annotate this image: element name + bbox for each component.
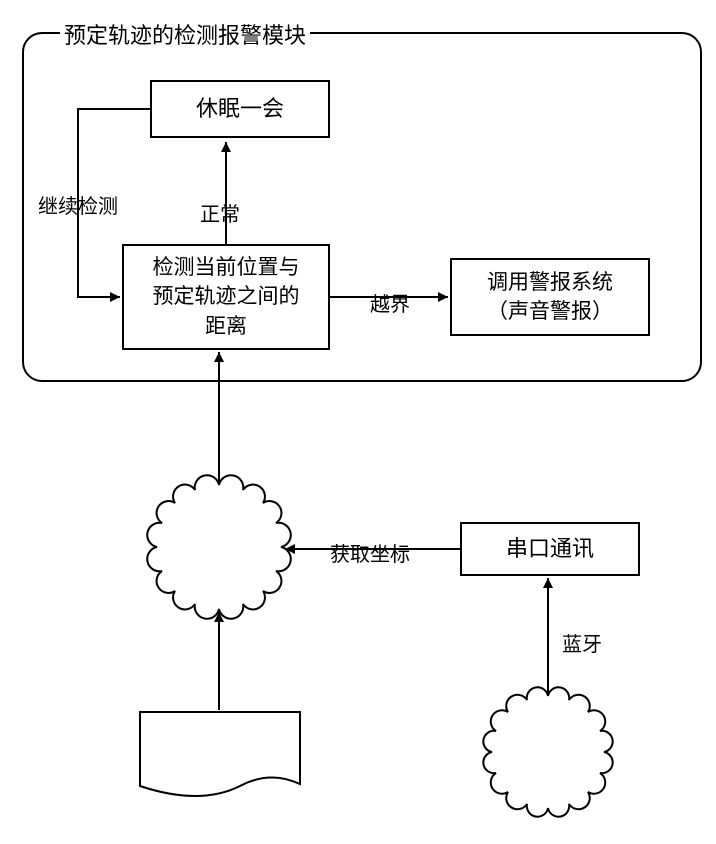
node-gps-nav-bold: GPS	[199, 521, 240, 545]
node-sleep-label: 休眠一会	[196, 94, 284, 125]
node-kml-pre: 载入	[174, 721, 216, 745]
node-gps-dev-bold: GPS	[507, 739, 548, 763]
node-sleep: 休眠一会	[150, 80, 330, 138]
node-gps-nav: GPS 导航系统	[157, 485, 281, 609]
node-detect: 检测当前位置与 预定轨迹之间的 距离	[122, 244, 330, 350]
node-gps-dev: GPS设备	[492, 696, 604, 808]
node-detect-label: 检测当前位置与 预定轨迹之间的 距离	[153, 253, 300, 341]
edge-label-continue: 继续检测	[38, 190, 118, 219]
module-title: 预定轨迹的检测报警模块	[60, 18, 310, 50]
edge-label-getcoord: 获取坐标	[330, 538, 410, 567]
node-kml-bold: KML	[216, 721, 266, 745]
node-kml: 载入KML 轨迹文件	[140, 710, 300, 790]
edge-label-bluetooth: 蓝牙	[562, 628, 602, 657]
node-alarm-label: 调用警报系统 （声音警报）	[487, 268, 613, 327]
node-serial: 串口通讯	[460, 522, 640, 576]
node-kml-rest: 轨迹文件	[178, 750, 262, 774]
node-alarm: 调用警报系统 （声音警报）	[450, 258, 650, 336]
node-gps-dev-rest: 设备	[547, 739, 589, 763]
node-serial-label: 串口通讯	[506, 534, 594, 565]
diagram-container: 预定轨迹的检测报警模块 休眠一会 检测当前位置与 预定轨迹之间的 距离 调用警报…	[0, 0, 716, 844]
edge-label-normal: 正常	[200, 198, 240, 227]
edge-label-cross: 越界	[370, 288, 410, 317]
node-gps-nav-rest: 导航系统	[177, 548, 261, 572]
